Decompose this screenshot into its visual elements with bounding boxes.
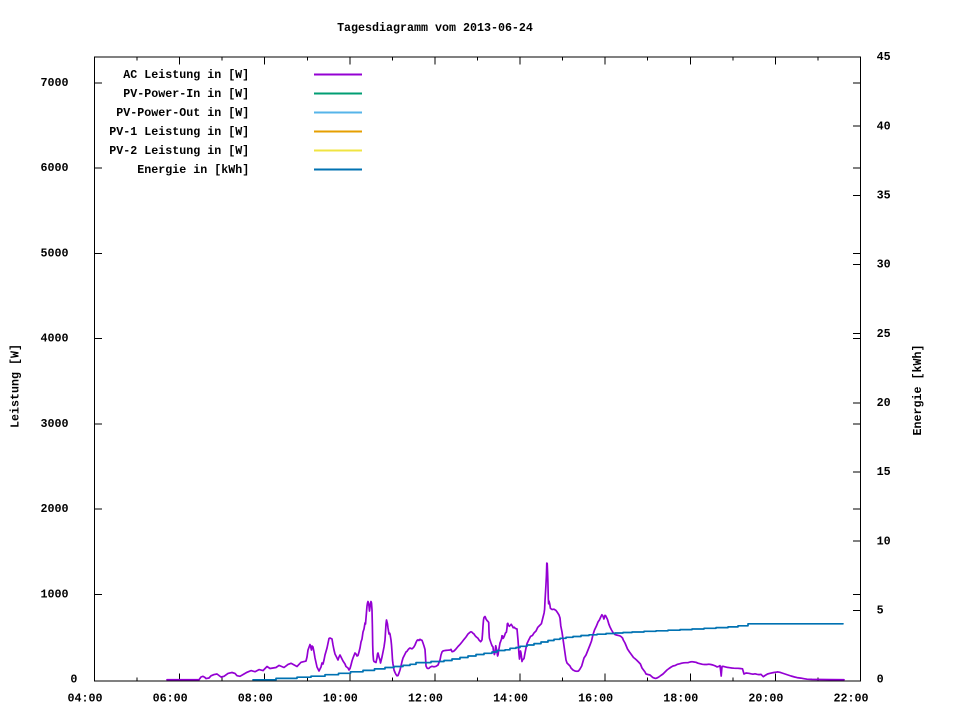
svg-text:Energie in [kWh]: Energie in [kWh]: [137, 163, 249, 177]
svg-text:PV-Power-Out in [W]: PV-Power-Out in [W]: [116, 106, 249, 120]
svg-text:Energie [kWh]: Energie [kWh]: [911, 345, 925, 436]
svg-text:30: 30: [877, 258, 891, 272]
svg-text:22:00: 22:00: [834, 692, 869, 706]
svg-text:20:00: 20:00: [748, 692, 783, 706]
svg-text:04:00: 04:00: [68, 692, 103, 706]
svg-text:40: 40: [877, 119, 891, 133]
svg-text:14:00: 14:00: [493, 692, 528, 706]
svg-text:Leistung [W]: Leistung [W]: [9, 344, 23, 428]
svg-text:20: 20: [877, 396, 891, 410]
svg-text:10:00: 10:00: [323, 692, 358, 706]
svg-text:4000: 4000: [41, 332, 69, 346]
svg-text:16:00: 16:00: [578, 692, 613, 706]
svg-text:12:00: 12:00: [408, 692, 443, 706]
svg-text:3000: 3000: [41, 417, 69, 431]
svg-text:5: 5: [877, 604, 884, 618]
svg-text:Tagesdiagramm vom 2013-06-24: Tagesdiagramm vom 2013-06-24: [337, 21, 533, 35]
svg-text:25: 25: [877, 327, 891, 341]
svg-text:AC Leistung in [W]: AC Leistung in [W]: [123, 68, 249, 82]
svg-text:PV-Power-In in [W]: PV-Power-In in [W]: [123, 87, 249, 101]
svg-text:06:00: 06:00: [153, 692, 188, 706]
svg-text:PV-2 Leistung in [W]: PV-2 Leistung in [W]: [109, 144, 249, 158]
svg-text:6000: 6000: [41, 161, 69, 175]
svg-text:18:00: 18:00: [663, 692, 698, 706]
svg-text:PV-1 Leistung in [W]: PV-1 Leistung in [W]: [109, 125, 249, 139]
svg-text:0: 0: [70, 673, 77, 687]
svg-text:10: 10: [877, 534, 891, 548]
svg-text:1000: 1000: [41, 587, 69, 601]
svg-text:5000: 5000: [41, 246, 69, 260]
svg-text:2000: 2000: [41, 502, 69, 516]
svg-text:7000: 7000: [41, 76, 69, 90]
svg-text:15: 15: [877, 465, 891, 479]
svg-text:0: 0: [877, 673, 884, 687]
svg-text:35: 35: [877, 189, 891, 203]
svg-text:08:00: 08:00: [238, 692, 273, 706]
svg-text:45: 45: [877, 50, 891, 64]
